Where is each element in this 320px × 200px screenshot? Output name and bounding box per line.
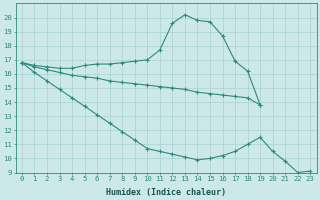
X-axis label: Humidex (Indice chaleur): Humidex (Indice chaleur) (106, 188, 226, 197)
